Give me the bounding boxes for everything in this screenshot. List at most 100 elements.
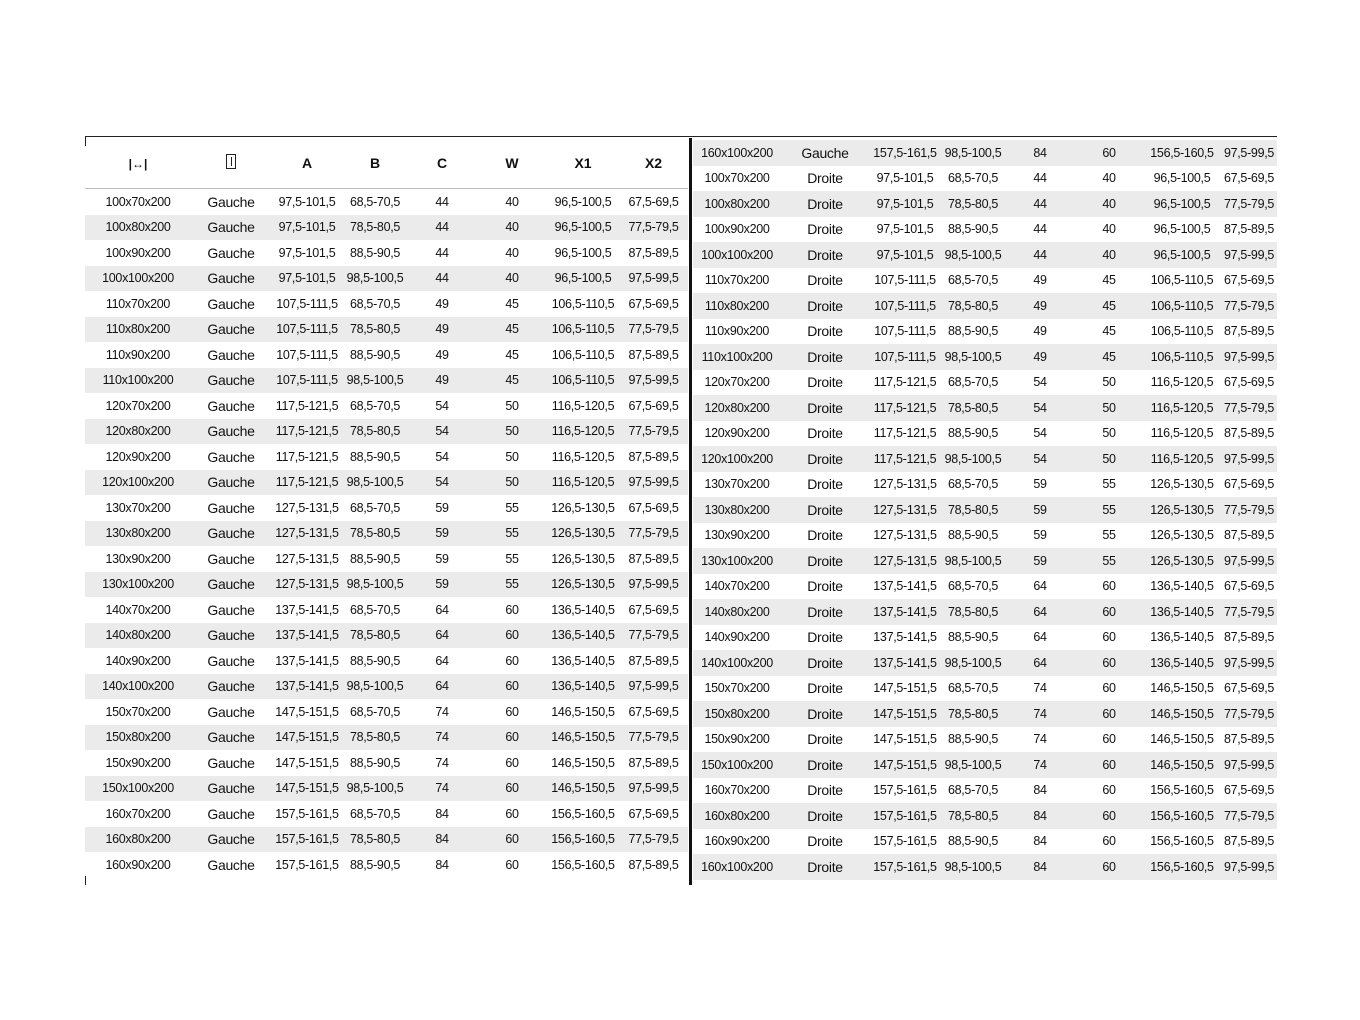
cell-side: Gauche bbox=[207, 346, 255, 363]
cell-b: 98,5-100,5 bbox=[346, 475, 404, 490]
table-body: 100x70x200 Gauche 97,5-101,5 68,5-70,5 44 40 9… bbox=[85, 189, 688, 878]
table-row: 140x80x200 Gauche 137,5-141,5 78,5-80,5 64 60… bbox=[85, 622, 688, 648]
cell-x1: 96,5-100,5 bbox=[554, 194, 612, 209]
cell-b: 78,5-80,5 bbox=[947, 400, 999, 415]
cell-a: 117,5-121,5 bbox=[275, 424, 339, 439]
cell-x2: 97,5-99,5 bbox=[628, 475, 679, 490]
cell-x2: 67,5-69,5 bbox=[628, 602, 679, 617]
cell-w: 50 bbox=[505, 475, 519, 490]
cell-side: Droite bbox=[807, 297, 843, 314]
table-row: 100x70x200 Droite 97,5-101,5 68,5-70,5 44 40 9… bbox=[693, 166, 1277, 192]
cell-x1: 156,5-160,5 bbox=[551, 832, 615, 847]
cell-b: 98,5-100,5 bbox=[346, 271, 404, 286]
cell-a: 127,5-131,5 bbox=[873, 502, 937, 517]
cell-side: Droite bbox=[807, 756, 843, 773]
cell-size: 120x80x200 bbox=[704, 400, 770, 415]
cell-x1: 96,5-100,5 bbox=[1153, 222, 1211, 237]
cell-b: 98,5-100,5 bbox=[944, 349, 1002, 364]
cell-b: 88,5-90,5 bbox=[349, 551, 401, 566]
cell-side: Droite bbox=[807, 527, 843, 544]
header-c: C bbox=[436, 154, 448, 171]
table-corner-tick bbox=[85, 876, 86, 885]
cell-c: 64 bbox=[1033, 579, 1047, 594]
cell-x2: 67,5-69,5 bbox=[1223, 273, 1275, 288]
cell-side: Droite bbox=[807, 782, 843, 799]
cell-x1: 156,5-160,5 bbox=[551, 857, 615, 872]
cell-size: 120x70x200 bbox=[704, 375, 770, 390]
cell-x1: 126,5-130,5 bbox=[551, 500, 615, 515]
table-row: 140x80x200 Droite 137,5-141,5 78,5-80,5 64 60… bbox=[693, 599, 1277, 625]
cell-a: 127,5-131,5 bbox=[873, 553, 937, 568]
cell-x2: 97,5-99,5 bbox=[628, 577, 679, 592]
cell-a: 107,5-111,5 bbox=[874, 349, 936, 364]
cell-size: 110x90x200 bbox=[105, 347, 171, 362]
cell-w: 45 bbox=[1102, 298, 1116, 313]
cell-b: 78,5-80,5 bbox=[947, 706, 999, 721]
cell-b: 78,5-80,5 bbox=[349, 322, 401, 337]
cell-a: 157,5-161,5 bbox=[873, 859, 937, 874]
cell-b: 78,5-80,5 bbox=[349, 628, 401, 643]
cell-side: Gauche bbox=[207, 550, 255, 567]
cell-b: 78,5-80,5 bbox=[947, 604, 999, 619]
cell-c: 54 bbox=[435, 449, 449, 464]
table-row: 160x90x200 Gauche 157,5-161,5 88,5-90,5 84 60… bbox=[85, 852, 688, 878]
cell-x2: 77,5-79,5 bbox=[628, 730, 679, 745]
cell-x1: 136,5-140,5 bbox=[551, 602, 615, 617]
cell-w: 60 bbox=[1102, 783, 1116, 798]
cell-x1: 106,5-110,5 bbox=[551, 373, 615, 388]
cell-side: Droite bbox=[807, 195, 843, 212]
cell-c: 74 bbox=[435, 730, 449, 745]
cell-x2: 97,5-99,5 bbox=[1223, 145, 1275, 160]
cell-a: 97,5-101,5 bbox=[278, 245, 336, 260]
cell-b: 78,5-80,5 bbox=[947, 196, 999, 211]
cell-x2: 97,5-99,5 bbox=[1223, 757, 1275, 772]
table-row: 140x70x200 Gauche 137,5-141,5 68,5-70,5 64 60… bbox=[85, 597, 688, 623]
cell-x1: 146,5-150,5 bbox=[1150, 681, 1214, 696]
cell-b: 78,5-80,5 bbox=[349, 832, 401, 847]
cell-size: 140x90x200 bbox=[105, 653, 171, 668]
cell-x1: 136,5-140,5 bbox=[551, 628, 615, 643]
cell-a: 137,5-141,5 bbox=[275, 679, 339, 694]
cell-x1: 156,5-160,5 bbox=[1150, 808, 1214, 823]
cell-a: 137,5-141,5 bbox=[873, 579, 937, 594]
cell-x2: 67,5-69,5 bbox=[1223, 477, 1275, 492]
cell-a: 117,5-121,5 bbox=[873, 400, 937, 415]
cell-x2: 87,5-89,5 bbox=[1223, 222, 1275, 237]
cell-c: 54 bbox=[1033, 426, 1047, 441]
table-row: 150x70x200 Gauche 147,5-151,5 68,5-70,5 74 60… bbox=[85, 699, 688, 725]
cell-x2: 77,5-79,5 bbox=[1223, 808, 1275, 823]
cell-b: 88,5-90,5 bbox=[947, 426, 999, 441]
cell-x1: 136,5-140,5 bbox=[1150, 579, 1214, 594]
cell-size: 100x80x200 bbox=[105, 220, 171, 235]
cell-side: Droite bbox=[807, 221, 843, 238]
cell-x2: 67,5-69,5 bbox=[1223, 783, 1275, 798]
table-row: 120x90x200 Droite 117,5-121,5 88,5-90,5 54 50… bbox=[693, 421, 1277, 447]
cell-side: Gauche bbox=[207, 397, 255, 414]
cell-c: 64 bbox=[435, 653, 449, 668]
cell-a: 97,5-101,5 bbox=[876, 196, 934, 211]
cell-x1: 136,5-140,5 bbox=[1150, 630, 1214, 645]
cell-size: 120x100x200 bbox=[102, 475, 174, 490]
cell-x2: 87,5-89,5 bbox=[628, 551, 679, 566]
cell-a: 117,5-121,5 bbox=[275, 475, 339, 490]
cell-x2: 67,5-69,5 bbox=[628, 398, 679, 413]
cell-c: 74 bbox=[1033, 681, 1047, 696]
cell-b: 88,5-90,5 bbox=[947, 630, 999, 645]
cell-x1: 136,5-140,5 bbox=[551, 679, 615, 694]
cell-c: 44 bbox=[1033, 196, 1047, 211]
cell-x1: 156,5-160,5 bbox=[1150, 834, 1214, 849]
cell-a: 147,5-151,5 bbox=[275, 755, 339, 770]
cell-w: 45 bbox=[1102, 273, 1116, 288]
table-row: 100x100x200 Gauche 97,5-101,5 98,5-100,5 44 4… bbox=[85, 265, 688, 291]
cell-a: 137,5-141,5 bbox=[873, 604, 937, 619]
cell-side: Gauche bbox=[207, 856, 255, 873]
cell-x2: 87,5-89,5 bbox=[1223, 834, 1275, 849]
cell-side: Gauche bbox=[207, 372, 255, 389]
cell-size: 160x80x200 bbox=[704, 808, 770, 823]
cell-x2: 87,5-89,5 bbox=[1223, 732, 1275, 747]
cell-b: 68,5-70,5 bbox=[947, 375, 999, 390]
dimensions-table-right: 160x100x200 Gauche 157,5-161,5 98,5-100,5 84… bbox=[693, 140, 1277, 880]
cell-w: 55 bbox=[1102, 553, 1116, 568]
cell-c: 44 bbox=[1033, 222, 1047, 237]
cell-size: 100x70x200 bbox=[704, 171, 770, 186]
